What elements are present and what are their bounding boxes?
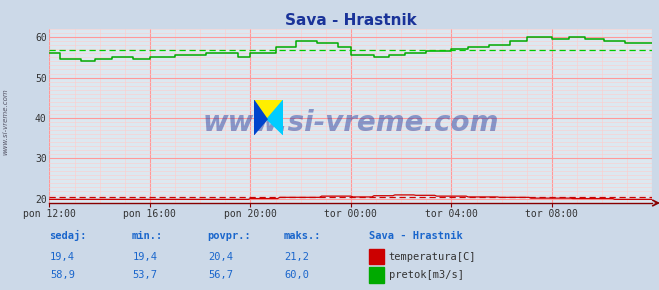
Text: povpr.:: povpr.: — [208, 231, 251, 241]
Text: pretok[m3/s]: pretok[m3/s] — [389, 270, 464, 280]
Text: www.si-vreme.com: www.si-vreme.com — [2, 88, 9, 155]
Text: min.:: min.: — [132, 231, 163, 241]
Text: 60,0: 60,0 — [284, 270, 309, 280]
Polygon shape — [254, 100, 267, 135]
Text: 19,4: 19,4 — [132, 251, 158, 262]
Polygon shape — [254, 100, 283, 119]
Text: 21,2: 21,2 — [284, 251, 309, 262]
Text: www.si-vreme.com: www.si-vreme.com — [203, 109, 499, 137]
Polygon shape — [267, 100, 283, 135]
Text: 53,7: 53,7 — [132, 270, 158, 280]
Text: 56,7: 56,7 — [208, 270, 233, 280]
Title: Sava - Hrastnik: Sava - Hrastnik — [285, 13, 416, 28]
Text: maks.:: maks.: — [283, 231, 321, 241]
Text: 19,4: 19,4 — [50, 251, 75, 262]
Text: temperatura[C]: temperatura[C] — [389, 251, 476, 262]
Text: 20,4: 20,4 — [208, 251, 233, 262]
Text: Sava - Hrastnik: Sava - Hrastnik — [369, 231, 463, 241]
Text: sedaj:: sedaj: — [49, 230, 87, 241]
Text: 58,9: 58,9 — [50, 270, 75, 280]
